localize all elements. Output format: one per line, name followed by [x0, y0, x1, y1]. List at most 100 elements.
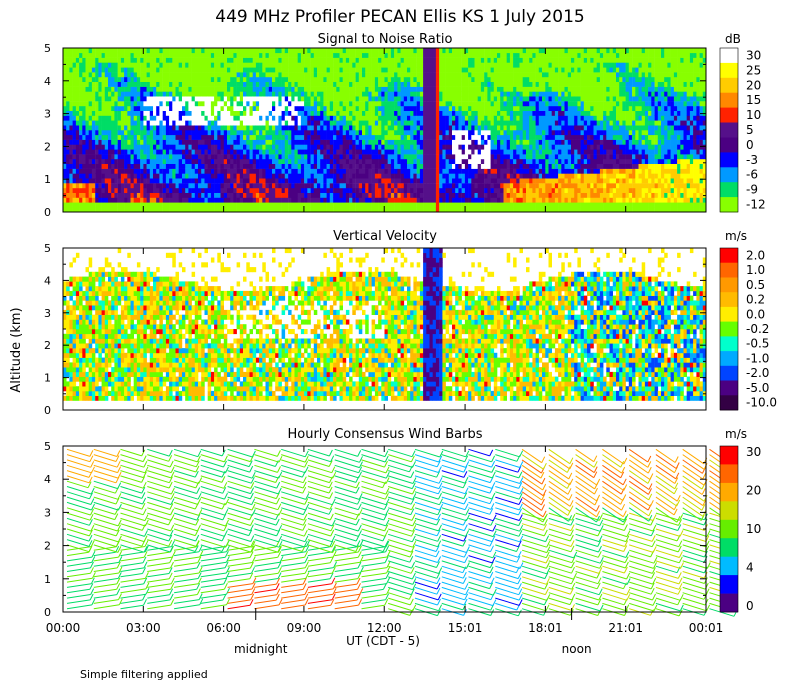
figure-title: 449 MHz Profiler PECAN Ellis KS 1 July 2…	[215, 7, 584, 27]
field-cell	[430, 125, 434, 130]
field-cell	[301, 173, 305, 178]
field-cell	[301, 58, 305, 63]
field-cell	[423, 72, 427, 77]
field-cell	[307, 87, 311, 92]
field-cell	[465, 198, 469, 203]
field-cell	[288, 48, 292, 53]
field-cell	[211, 193, 215, 198]
field-cell	[494, 145, 498, 150]
field-cell	[169, 140, 173, 145]
field-cell	[307, 145, 311, 150]
field-cell	[516, 77, 520, 82]
field-cell	[372, 145, 376, 150]
field-cell	[121, 202, 125, 207]
field-cell	[278, 82, 282, 87]
field-cell	[529, 193, 533, 198]
field-cell	[455, 82, 459, 87]
field-cell	[417, 82, 421, 87]
field-cell	[532, 164, 536, 169]
field-cell	[439, 188, 443, 193]
field-cell	[442, 183, 446, 188]
field-cell	[346, 198, 350, 203]
field-cell	[340, 193, 344, 198]
field-cell	[166, 149, 170, 154]
field-cell	[134, 135, 138, 140]
field-cell	[140, 96, 144, 101]
field-cell	[343, 169, 347, 174]
field-cell	[397, 63, 401, 68]
field-cell	[205, 116, 209, 121]
field-cell	[442, 106, 446, 111]
field-cell	[452, 106, 456, 111]
field-cell	[250, 120, 254, 125]
field-cell	[259, 145, 263, 150]
field-cell	[478, 169, 482, 174]
field-cell	[278, 91, 282, 96]
field-cell	[430, 67, 434, 72]
field-cell	[188, 120, 192, 125]
field-cell	[98, 67, 102, 72]
field-cell	[291, 63, 295, 68]
field-cell	[520, 120, 524, 125]
field-cell	[526, 72, 530, 77]
field-cell	[76, 58, 80, 63]
field-cell	[172, 164, 176, 169]
field-cell	[381, 130, 385, 135]
field-cell	[233, 53, 237, 58]
field-cell	[507, 154, 511, 159]
field-cell	[520, 188, 524, 193]
field-cell	[159, 120, 163, 125]
field-cell	[230, 67, 234, 72]
field-cell	[259, 77, 263, 82]
field-cell	[520, 178, 524, 183]
field-cell	[250, 198, 254, 203]
field-cell	[394, 173, 398, 178]
field-cell	[208, 106, 212, 111]
field-cell	[497, 183, 501, 188]
field-cell	[381, 145, 385, 150]
field-cell	[388, 77, 392, 82]
field-cell	[108, 159, 112, 164]
field-cell	[266, 164, 270, 169]
field-cell	[378, 53, 382, 58]
field-cell	[385, 173, 389, 178]
field-cell	[233, 58, 237, 63]
field-cell	[266, 154, 270, 159]
field-cell	[172, 106, 176, 111]
field-cell	[449, 145, 453, 150]
field-cell	[250, 173, 254, 178]
field-cell	[137, 48, 141, 53]
field-cell	[433, 106, 437, 111]
field-cell	[118, 188, 122, 193]
field-cell	[330, 96, 334, 101]
field-cell	[227, 188, 231, 193]
field-cell	[513, 188, 517, 193]
field-cell	[69, 202, 73, 207]
field-cell	[346, 154, 350, 159]
field-cell	[127, 87, 131, 92]
field-cell	[108, 183, 112, 188]
field-cell	[413, 145, 417, 150]
field-cell	[304, 178, 308, 183]
field-cell	[368, 198, 372, 203]
field-cell	[510, 193, 514, 198]
field-cell	[195, 188, 199, 193]
field-cell	[140, 198, 144, 203]
field-cell	[471, 101, 475, 106]
field-cell	[86, 111, 90, 116]
field-cell	[333, 87, 337, 92]
field-cell	[375, 63, 379, 68]
field-cell	[362, 173, 366, 178]
field-cell	[407, 164, 411, 169]
field-cell	[346, 87, 350, 92]
field-cell	[375, 145, 379, 150]
field-cell	[98, 111, 102, 116]
field-cell	[217, 77, 221, 82]
field-cell	[333, 58, 337, 63]
field-cell	[147, 173, 151, 178]
field-cell	[73, 183, 77, 188]
field-cell	[211, 48, 215, 53]
field-cell	[282, 116, 286, 121]
field-cell	[214, 67, 218, 72]
field-cell	[462, 125, 466, 130]
